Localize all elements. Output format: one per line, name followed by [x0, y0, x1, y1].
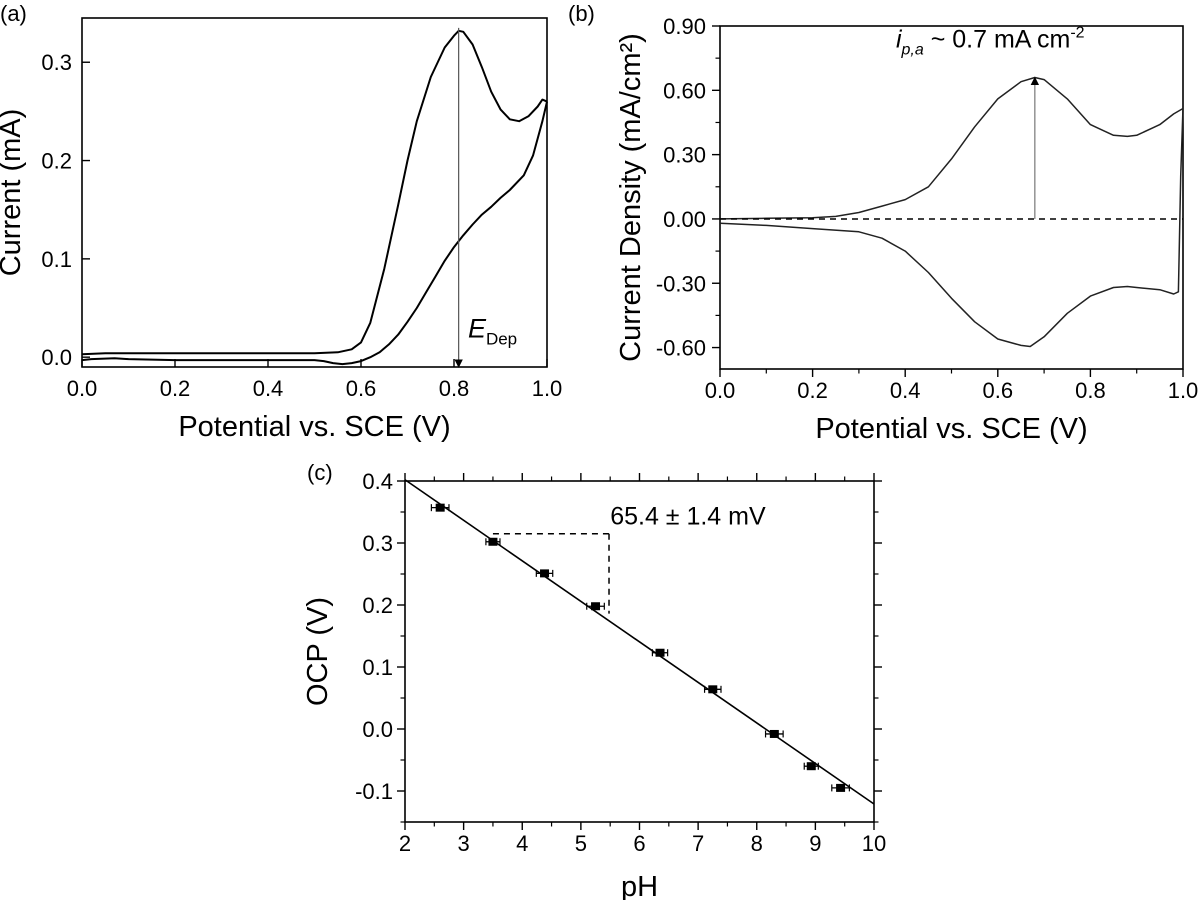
panel-a: (a) 0.0 0.2 0.4 0.6 0.8 1.0 0.0 0.1 0.2 0.3 Potenti…: [0, 1, 562, 443]
data-point: [806, 762, 816, 771]
x-tick-label: 0.2: [160, 376, 191, 401]
x-tick-label: 2: [399, 831, 411, 856]
data-point: [769, 729, 779, 738]
data-point: [591, 602, 601, 611]
x-tick-label: 0.0: [67, 376, 98, 401]
x-tick-label: 0.6: [346, 376, 377, 401]
x-tick-label: 8: [751, 831, 763, 856]
data-point: [655, 648, 665, 657]
plot-frame: [719, 25, 1184, 370]
y-tick-label: 0.3: [41, 50, 72, 75]
x-tick-label: 0.8: [1075, 378, 1106, 403]
y-tick-label: 0.60: [663, 78, 706, 103]
x-tick-label: 9: [809, 831, 821, 856]
y-tick-label: 0.2: [41, 149, 72, 174]
x-tick-label: 1.0: [1168, 378, 1199, 403]
slope-label: 65.4 ± 1.4 mV: [610, 502, 766, 530]
plot-frame: [81, 17, 548, 368]
y-tick-label: 0.90: [663, 14, 706, 39]
y-tick-label: 0.0: [362, 717, 393, 742]
panel-label: (a): [0, 1, 27, 26]
plot-frame: [404, 480, 875, 823]
x-axis-title: Potential vs. SCE (V): [815, 413, 1087, 445]
y-axis-title: Current (mA): [0, 109, 27, 277]
x-tick-label: 5: [575, 831, 587, 856]
x-tick-label: 0.2: [797, 378, 828, 403]
y-tick-label: -0.30: [656, 271, 706, 296]
data-point: [836, 783, 846, 792]
y-tick-label: 0.00: [663, 207, 706, 232]
x-tick-label: 10: [862, 831, 886, 856]
x-axis-title: Potential vs. SCE (V): [178, 411, 450, 443]
x-tick-label: 1.0: [532, 376, 563, 401]
e-dep-label: EDep: [468, 314, 517, 349]
y-tick-label: 0.4: [362, 469, 393, 494]
x-tick-label: 6: [633, 831, 645, 856]
y-tick-label: 0.30: [663, 143, 706, 168]
data-point: [540, 569, 550, 578]
panel-label: (b): [568, 1, 595, 26]
data-point: [708, 685, 718, 694]
peak-current-label: ip,a ~ 0.7 mA cm-2: [896, 24, 1085, 58]
x-tick-label: 7: [692, 831, 704, 856]
x-axis-title: pH: [621, 871, 658, 900]
series-line-reverse: [82, 101, 548, 366]
y-tick-label: -0.60: [656, 336, 706, 361]
x-tick-label: 0.8: [439, 376, 470, 401]
y-tick-label: 0.0: [41, 345, 72, 370]
x-tick-label: 0.6: [983, 378, 1014, 403]
panel-label: (c): [307, 460, 333, 485]
y-axis-title: OCP (V): [302, 597, 334, 706]
series-line-forward: [720, 76, 1184, 220]
y-tick-label: 0.1: [362, 655, 393, 680]
y-tick-label: 0.3: [362, 531, 393, 556]
x-tick-label: 0.4: [890, 378, 921, 403]
x-tick-label: 0.0: [705, 378, 736, 403]
series-line-forward: [82, 29, 548, 356]
panel-b: (b) 0.0 0.2 0.4 0.6 0.8 1.0 -0.60 -0.30 0.00 0.30 0…: [568, 1, 1198, 445]
x-tick-label: 0.4: [253, 376, 284, 401]
data-point: [488, 537, 498, 546]
y-tick-label: 0.2: [362, 593, 393, 618]
fit-line: [404, 479, 875, 805]
panel-c: (c) 2 3 4 5 6 7 8 9 10 -0.1 0.0 0.1 0.2 0.3 0.4 pH OCP (V…: [302, 460, 886, 900]
y-tick-label: 0.1: [41, 247, 72, 272]
x-tick-label: 4: [516, 831, 528, 856]
y-axis-title: Current Density (mA/cm²): [615, 33, 647, 362]
data-point: [435, 503, 445, 512]
series-line-reverse: [720, 107, 1184, 348]
x-tick-label: 3: [458, 831, 470, 856]
y-tick-label: -0.1: [355, 779, 393, 804]
